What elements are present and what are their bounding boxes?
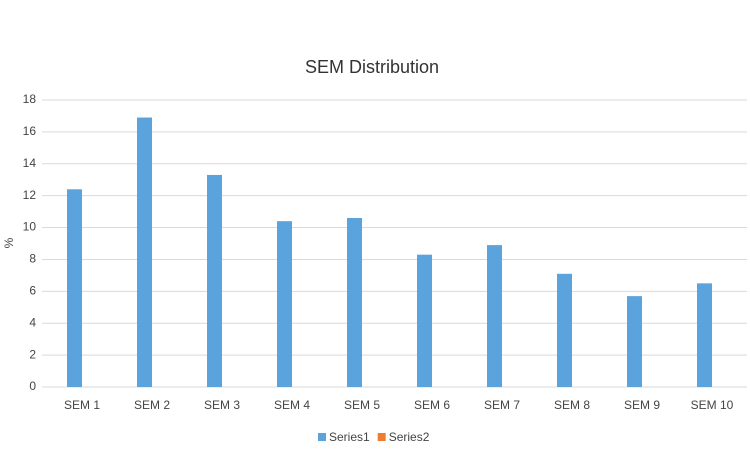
y-tick-label: 0 xyxy=(29,379,36,393)
y-axis-label: % xyxy=(2,237,16,248)
legend-label: Series1 xyxy=(329,430,370,444)
legend-label: Series2 xyxy=(389,430,430,444)
y-tick-label: 16 xyxy=(23,124,37,138)
bar xyxy=(277,221,292,387)
bar xyxy=(557,273,572,387)
y-tick-label: 12 xyxy=(23,188,37,202)
y-tick-label: 2 xyxy=(29,347,36,361)
y-tick-label: 8 xyxy=(29,252,36,266)
x-tick-label: SEM 8 xyxy=(554,398,590,412)
chart-title: SEM Distribution xyxy=(305,57,439,77)
y-tick-label: 18 xyxy=(23,92,37,106)
bar xyxy=(67,189,82,387)
bar xyxy=(207,174,222,387)
bar xyxy=(137,117,152,388)
y-tick-label: 4 xyxy=(29,315,36,329)
bar xyxy=(487,245,502,387)
bar xyxy=(697,283,712,387)
x-tick-label: SEM 2 xyxy=(134,398,170,412)
bar xyxy=(627,296,642,387)
x-tick-label: SEM 4 xyxy=(274,398,310,412)
x-tick-label: SEM 10 xyxy=(691,398,734,412)
x-tick-label: SEM 7 xyxy=(484,398,520,412)
x-tick-label: SEM 9 xyxy=(624,398,660,412)
y-tick-label: 10 xyxy=(23,220,37,234)
y-tick-label: 14 xyxy=(23,156,37,170)
legend-swatch xyxy=(377,433,386,441)
bar xyxy=(347,217,362,387)
x-tick-label: SEM 1 xyxy=(64,398,100,412)
x-tick-label: SEM 6 xyxy=(414,398,450,412)
bar xyxy=(417,254,432,387)
x-tick-label: SEM 5 xyxy=(344,398,380,412)
legend-swatch xyxy=(318,433,326,441)
x-tick-label: SEM 3 xyxy=(204,398,240,412)
y-tick-label: 6 xyxy=(29,284,36,298)
